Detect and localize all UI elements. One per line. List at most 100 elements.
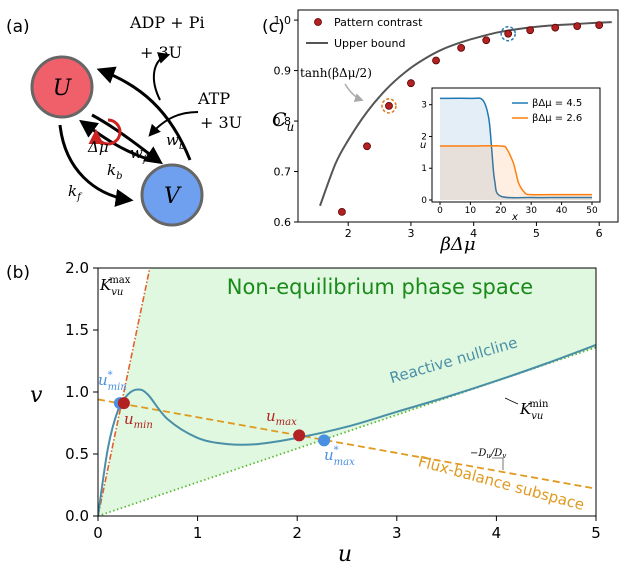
pattern-contrast-point	[526, 26, 535, 35]
kf-label: kf	[68, 182, 83, 203]
b-xtick-label: 5	[591, 524, 601, 542]
inset-xtick-label: 40	[556, 206, 568, 216]
panel-b-title: Non-equilibrium phase space	[227, 275, 533, 299]
b-ytick-label: 1.5	[65, 321, 89, 339]
u-max-point	[293, 429, 306, 442]
b-ytick-label: 2.0	[65, 259, 89, 277]
pattern-contrast-point	[504, 29, 513, 38]
pattern-contrast-point	[457, 43, 466, 52]
panel-b: (b) 0 1 2 3 4 5 0.0 0.5 1.0 1.5 2.0 Non-equilibriu…	[6, 259, 601, 567]
c-ytick-label: 1.0	[274, 14, 292, 27]
c-ytick-label: 0.6	[274, 216, 292, 229]
b-xtick-label: 1	[193, 524, 203, 542]
wf-label: wf	[130, 144, 149, 165]
upper-bound-line	[319, 21, 612, 207]
node-v	[140, 163, 204, 227]
kmin-label: Kvumin	[519, 399, 549, 422]
c-xtick-label: 3	[407, 227, 414, 240]
panel-c-inset: 0 10 20 30 40 50 0 1 2 3 βΔμ = 4.5 βΔμ = 2.6 x u	[420, 87, 601, 223]
inset-xtick-label: 30	[525, 206, 537, 216]
u-mx-label: u* max	[324, 445, 355, 468]
kmax-line	[98, 268, 151, 516]
panel-c-ylabel: Cu	[272, 109, 294, 134]
pattern-contrast-point	[363, 142, 371, 151]
plus3u-right-label: + 3U	[200, 113, 242, 132]
panel-b-xlabel: u	[338, 542, 352, 567]
panel-c-xlabel: βΔμ	[439, 234, 475, 255]
arrow-kf	[58, 124, 134, 207]
inset-ylabel: u	[420, 140, 426, 151]
highlight-blue-ring	[500, 25, 516, 42]
pattern-contrast-point	[573, 22, 582, 31]
b-ytick-label: 0.5	[65, 445, 89, 463]
u-star-max-point	[318, 434, 331, 447]
pattern-contrast-point	[407, 79, 415, 88]
panel-b-ylabel: v	[30, 383, 43, 408]
u-min-label: umin	[124, 410, 153, 431]
panel-a: (a) U V Δμ ADP + Pi + 3U ATP + 3U wb wf …	[6, 13, 242, 227]
b-ytick-label: 1.0	[65, 383, 89, 401]
tanh-annotation: tanh(βΔμ/2)	[300, 66, 372, 80]
pattern-contrast-point	[482, 36, 491, 45]
inset-xtick-label: 50	[586, 206, 598, 216]
panel-c-ticks: 2 3 4 5 6 0.6 0.7 0.8 0.9 1.0	[274, 14, 603, 240]
slope-label: −Du/Dv	[470, 448, 506, 460]
b-xtick-label: 3	[392, 524, 402, 542]
atp-label: ATP	[197, 89, 230, 108]
inset-line-1	[440, 145, 592, 196]
node-u	[30, 55, 94, 119]
delta-mu-label: Δμ	[87, 138, 109, 156]
kb-label: kb	[107, 161, 123, 182]
c-ytick-label: 0.9	[274, 65, 292, 78]
panel-b-ticks: 0 1 2 3 4 5 0.0 0.5 1.0 1.5 2.0	[65, 259, 601, 542]
c-xtick-label: 2	[345, 227, 352, 240]
inset-line-0	[439, 97, 592, 199]
node-v-label: V	[164, 184, 182, 209]
legend-label-bound: Upper bound	[334, 37, 405, 50]
arrow-adp	[152, 52, 171, 101]
panel-c-label: (c)	[262, 17, 285, 37]
legend-label-points: Pattern contrast	[334, 16, 423, 29]
flux-balance-line	[98, 398, 596, 490]
inset-ytick-label: 1	[421, 164, 427, 174]
wb-label: wb	[166, 131, 185, 152]
c-xtick-label: 5	[533, 227, 540, 240]
inset-area-0	[440, 98, 592, 200]
cycle-arrow	[88, 118, 122, 146]
inset-ticks: 0 10 20 30 40 50 0 1 2 3	[421, 101, 598, 216]
c-ytick-label: 0.8	[274, 115, 292, 128]
inset-frame	[431, 87, 601, 203]
legend-marker-points	[314, 18, 322, 26]
inset-area-1	[440, 145, 592, 200]
kmax-label: Kvumax	[99, 275, 131, 298]
u-mm-label: u* min	[98, 370, 127, 393]
panel-c-axes-frame	[297, 9, 619, 223]
panel-b-plot	[98, 268, 596, 516]
pattern-contrast-point	[432, 56, 440, 65]
slope-bracket	[492, 457, 504, 470]
inset-legend-orange: βΔμ = 2.6	[532, 113, 582, 124]
pattern-contrast-point	[595, 21, 604, 30]
panel-b-label: (b)	[6, 263, 30, 283]
tanh-arrow	[344, 83, 364, 102]
flux-balance-label: Flux-balance subspace	[416, 452, 586, 514]
inset-ytick-label: 0	[421, 196, 427, 206]
inset-xtick-label: 0	[437, 206, 443, 216]
node-u-label: U	[53, 76, 73, 101]
phase-region	[98, 268, 596, 516]
inset-xtick-label: 10	[465, 206, 477, 216]
b-xtick-label: 0	[93, 524, 103, 542]
panel-c: (c) 2 3 4 5 6 0.6 0.7 0.8 0.9 1.0 Cu βΔμ Pattern …	[262, 9, 619, 255]
highlight-orange-ring	[381, 98, 397, 114]
inset-plot	[439, 97, 592, 200]
panel-a-label: (a)	[6, 17, 30, 37]
inset-xtick-label: 20	[495, 206, 507, 216]
b-xtick-label: 2	[292, 524, 302, 542]
adp-label: ADP + Pi	[129, 13, 205, 32]
pattern-contrast-point	[385, 102, 393, 110]
arrow-wb	[96, 66, 192, 161]
plus3u-top-label: + 3U	[140, 43, 182, 62]
u-min-point	[117, 397, 130, 410]
panel-c-plot	[319, 21, 612, 216]
inset-xlabel: x	[511, 212, 518, 223]
